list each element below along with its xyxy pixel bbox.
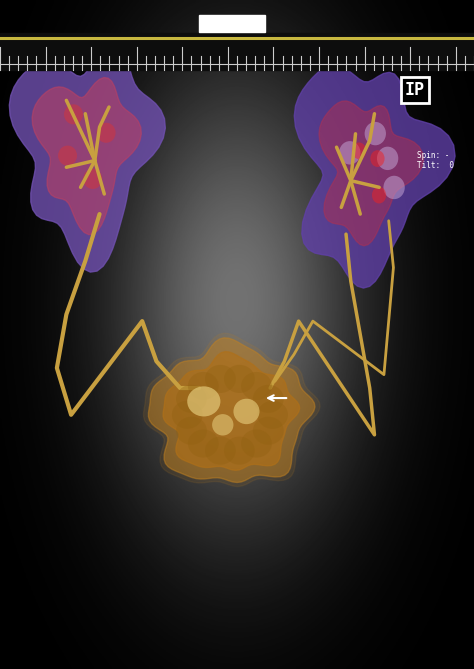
Polygon shape: [148, 338, 315, 482]
Ellipse shape: [257, 401, 288, 429]
Ellipse shape: [80, 43, 88, 54]
Text: IP: IP: [405, 82, 425, 99]
Bar: [0, 33, 474, 70]
Ellipse shape: [172, 401, 203, 429]
Ellipse shape: [176, 385, 207, 413]
Polygon shape: [319, 101, 424, 246]
Polygon shape: [144, 333, 320, 486]
Ellipse shape: [187, 387, 220, 416]
Polygon shape: [32, 78, 141, 235]
Ellipse shape: [188, 372, 219, 400]
Ellipse shape: [71, 46, 80, 56]
Ellipse shape: [71, 51, 80, 61]
Ellipse shape: [212, 414, 233, 436]
Polygon shape: [9, 47, 165, 272]
Ellipse shape: [365, 122, 386, 145]
Ellipse shape: [75, 54, 83, 64]
Ellipse shape: [377, 147, 398, 170]
Ellipse shape: [64, 104, 83, 124]
Ellipse shape: [233, 399, 260, 424]
Ellipse shape: [205, 365, 236, 393]
Ellipse shape: [253, 417, 284, 445]
Ellipse shape: [224, 437, 255, 465]
Polygon shape: [294, 66, 455, 288]
Polygon shape: [163, 352, 300, 470]
Ellipse shape: [188, 429, 219, 458]
Ellipse shape: [241, 429, 272, 458]
Ellipse shape: [253, 385, 284, 413]
Ellipse shape: [339, 141, 360, 165]
Text: Spin: -
Tilt:  0: Spin: - Tilt: 0: [417, 151, 454, 170]
Ellipse shape: [383, 176, 405, 199]
Ellipse shape: [241, 372, 272, 400]
Ellipse shape: [80, 54, 88, 64]
Ellipse shape: [176, 417, 207, 445]
Ellipse shape: [370, 151, 384, 167]
Ellipse shape: [83, 169, 102, 189]
Ellipse shape: [372, 187, 386, 203]
Ellipse shape: [82, 49, 91, 59]
Ellipse shape: [224, 365, 255, 393]
Ellipse shape: [58, 146, 77, 166]
Ellipse shape: [75, 43, 83, 53]
Ellipse shape: [352, 142, 366, 159]
Ellipse shape: [205, 437, 236, 465]
Bar: [199, 15, 265, 32]
Ellipse shape: [97, 122, 116, 142]
